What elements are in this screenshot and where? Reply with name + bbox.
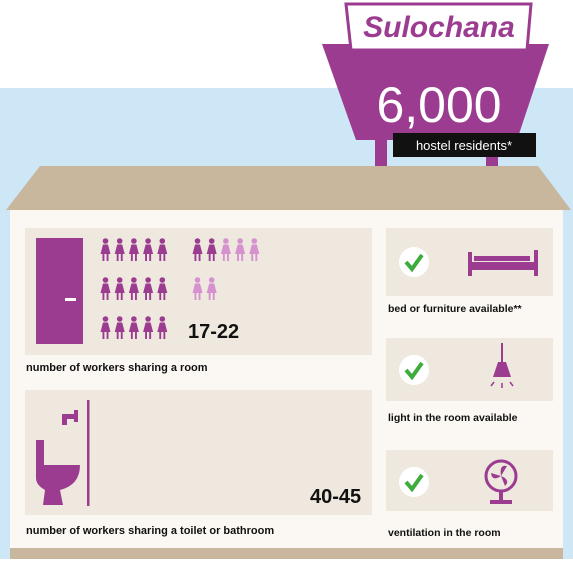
toilet-caption: number of workers sharing a toilet or ba… — [26, 525, 274, 537]
toilet-panel — [25, 390, 372, 515]
bulb — [493, 362, 511, 377]
check — [404, 361, 424, 381]
check-circle — [399, 467, 429, 497]
tap — [62, 410, 78, 425]
bed-icon — [468, 250, 538, 276]
bulb-rays — [490, 381, 514, 388]
divider — [87, 400, 90, 506]
sign-board — [322, 44, 549, 140]
sign-name: Sulochana — [363, 11, 515, 44]
sign-label-box — [393, 133, 536, 157]
check-circle — [399, 355, 429, 385]
light-caption: light in the room available — [388, 412, 518, 424]
ground — [10, 548, 563, 559]
sign-number: 6,000 — [376, 77, 501, 133]
check-circle — [399, 247, 429, 277]
fan-blades — [491, 465, 508, 486]
sign-label: hostel residents* — [416, 138, 512, 153]
sign-top — [344, 2, 533, 52]
toilet-range: 40-45 — [310, 486, 361, 508]
room-caption: number of workers sharing a room — [26, 362, 208, 374]
check — [404, 253, 424, 273]
roof — [6, 166, 571, 210]
bed-caption: bed or furniture available** — [388, 303, 523, 315]
door-handle — [65, 298, 76, 301]
toilet — [36, 440, 80, 505]
fan-base — [490, 500, 512, 504]
ventilation-caption: ventilation in the room — [388, 527, 501, 539]
door — [36, 238, 83, 344]
check — [404, 473, 424, 493]
room-range: 17-22 — [188, 321, 239, 343]
fan-stand — [499, 491, 503, 501]
